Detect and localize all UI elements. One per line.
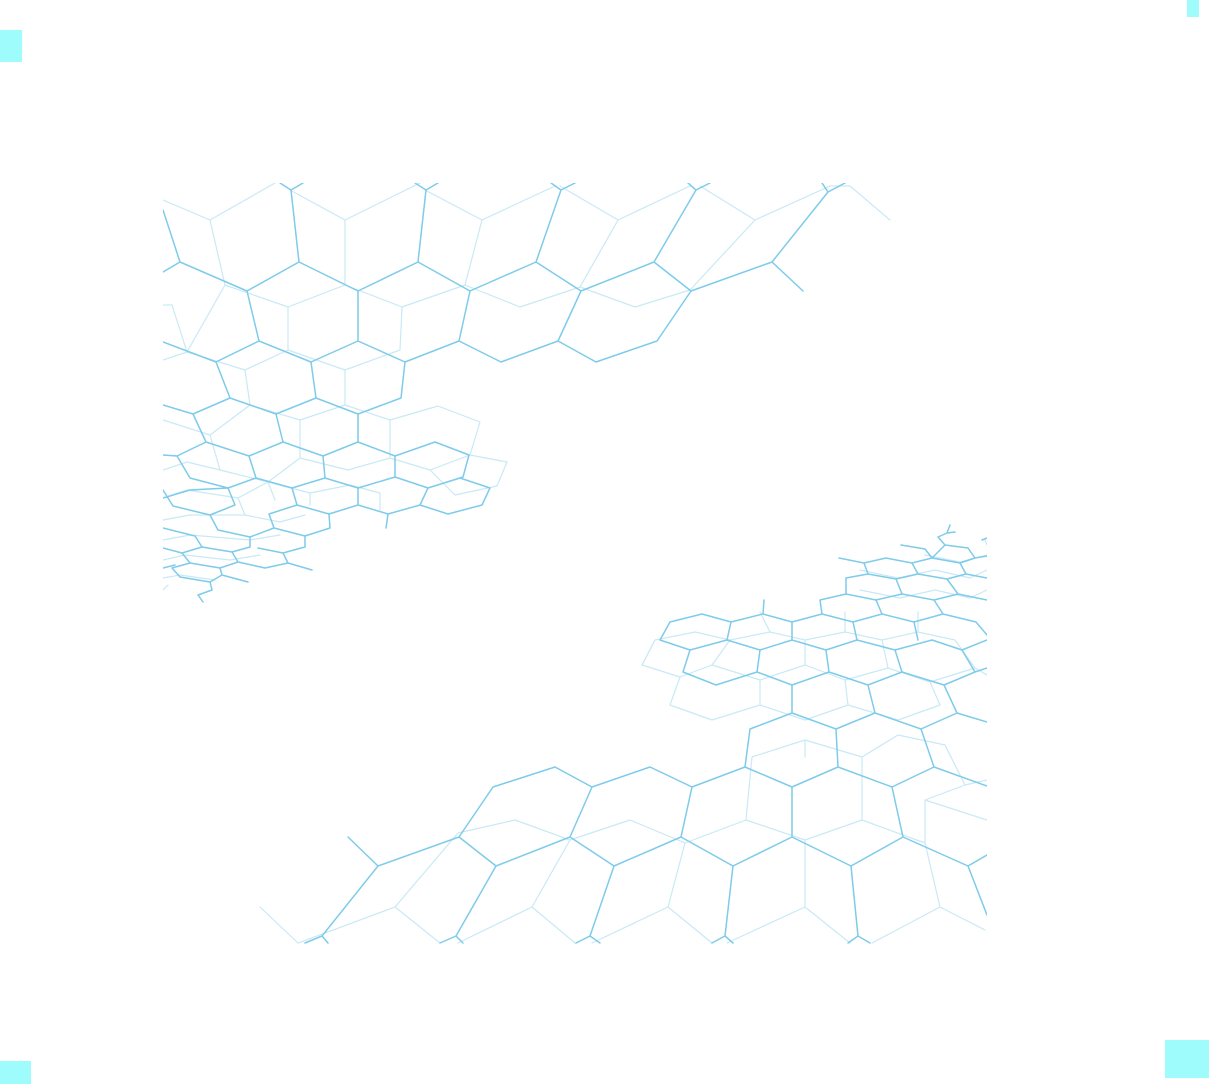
- upper-mesh-front-layer: [163, 183, 846, 603]
- lower-mesh-front-layer: [304, 524, 987, 944]
- upper-left-mesh: [163, 183, 891, 603]
- corner-swatch-top-right: [1187, 0, 1199, 17]
- corner-swatch-top-left: [0, 30, 22, 62]
- corner-swatch-bottom-left: [0, 1061, 31, 1084]
- corner-swatch-bottom-right: [1165, 1040, 1209, 1078]
- lower-mesh-back-layer: [259, 539, 987, 944]
- lower-right-mesh: [259, 524, 987, 944]
